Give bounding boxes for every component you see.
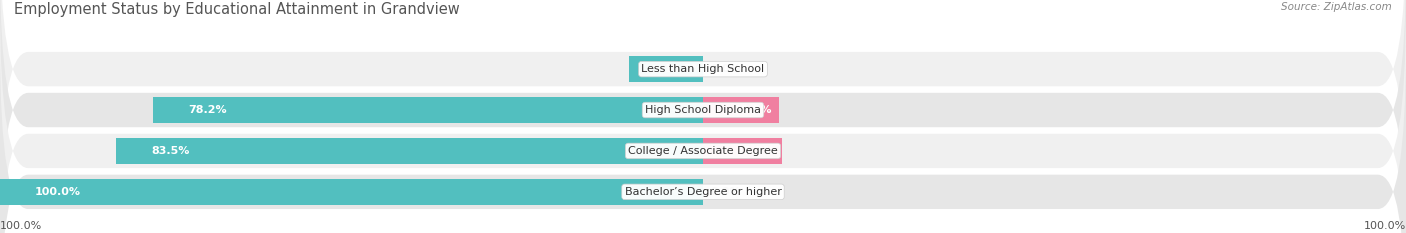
Text: 83.5%: 83.5% bbox=[152, 146, 190, 156]
Text: College / Associate Degree: College / Associate Degree bbox=[628, 146, 778, 156]
Bar bbox=[0, 179, 703, 205]
FancyBboxPatch shape bbox=[0, 45, 1406, 233]
Text: Employment Status by Educational Attainment in Grandview: Employment Status by Educational Attainm… bbox=[14, 2, 460, 17]
Text: 10.5%: 10.5% bbox=[665, 64, 703, 74]
Bar bbox=[630, 56, 703, 82]
Bar bbox=[703, 138, 782, 164]
Text: 78.2%: 78.2% bbox=[188, 105, 226, 115]
FancyBboxPatch shape bbox=[0, 0, 1406, 216]
Text: 11.3%: 11.3% bbox=[737, 146, 776, 156]
Text: Less than High School: Less than High School bbox=[641, 64, 765, 74]
Text: High School Diploma: High School Diploma bbox=[645, 105, 761, 115]
Text: 10.8%: 10.8% bbox=[734, 105, 772, 115]
Text: Source: ZipAtlas.com: Source: ZipAtlas.com bbox=[1281, 2, 1392, 12]
Text: 100.0%: 100.0% bbox=[35, 187, 82, 197]
Text: 100.0%: 100.0% bbox=[1364, 221, 1406, 231]
Text: 0.0%: 0.0% bbox=[710, 64, 741, 74]
Text: Bachelor’s Degree or higher: Bachelor’s Degree or higher bbox=[624, 187, 782, 197]
FancyBboxPatch shape bbox=[0, 4, 1406, 233]
Bar bbox=[703, 97, 779, 123]
Text: 100.0%: 100.0% bbox=[0, 221, 42, 231]
Bar bbox=[153, 97, 703, 123]
Bar bbox=[115, 138, 703, 164]
Text: 0.0%: 0.0% bbox=[710, 187, 741, 197]
